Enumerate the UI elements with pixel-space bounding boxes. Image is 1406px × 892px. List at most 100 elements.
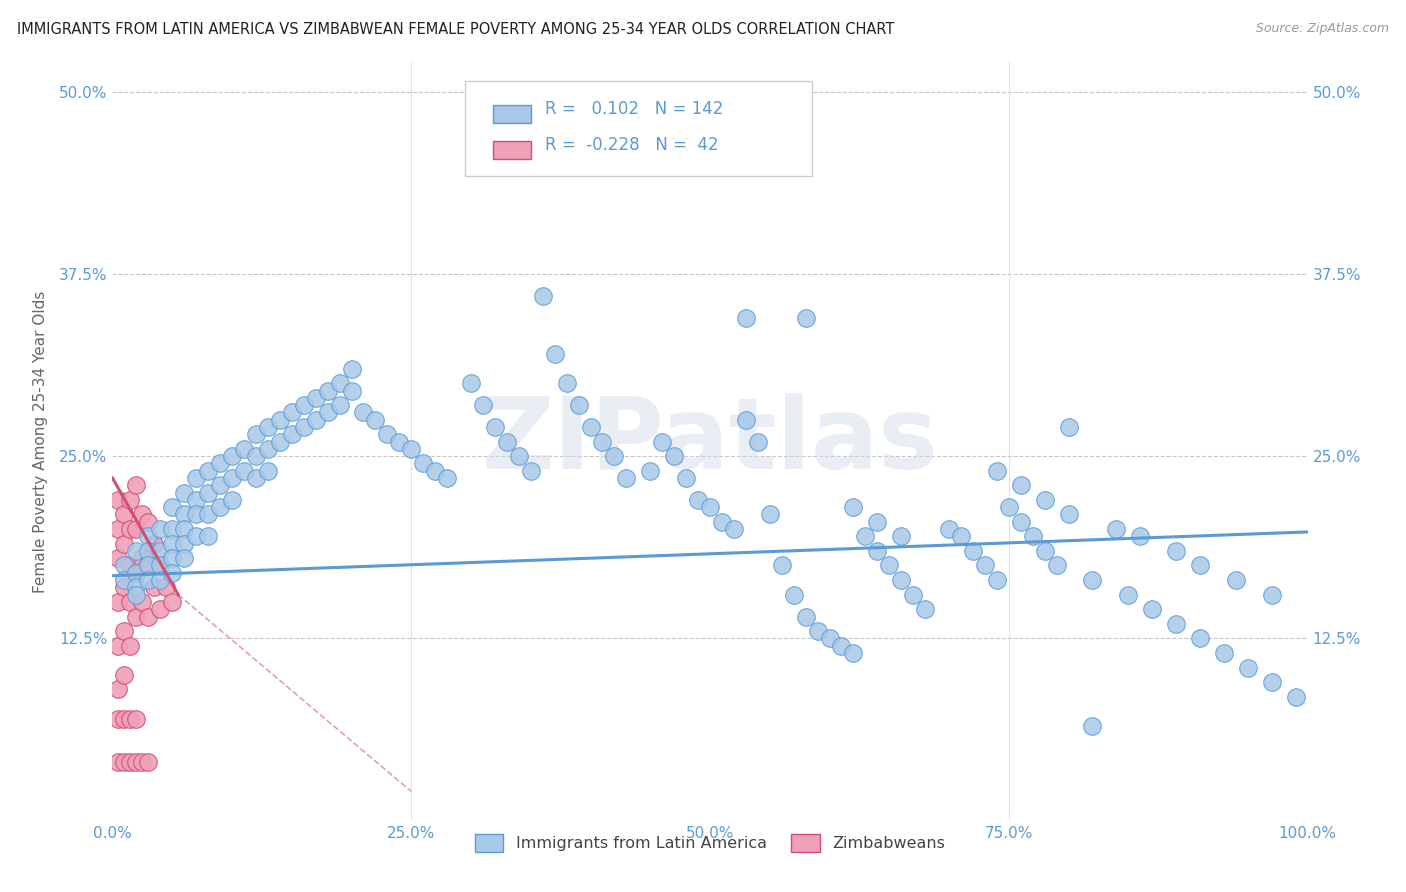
Point: [125, 522, 148, 536]
Point: [281, 427, 304, 442]
Point: [221, 492, 243, 507]
Point: [1105, 522, 1128, 536]
Point: [143, 536, 166, 550]
Point: [186, 492, 208, 507]
Point: [245, 471, 267, 485]
Point: [245, 427, 267, 442]
Point: [531, 289, 554, 303]
Point: [651, 434, 673, 449]
Point: [401, 442, 423, 456]
Point: [107, 682, 129, 697]
Point: [436, 471, 458, 485]
Point: [125, 609, 148, 624]
Point: [173, 536, 195, 550]
Point: [186, 508, 208, 522]
Point: [281, 405, 304, 419]
Point: [364, 412, 387, 426]
Point: [114, 624, 135, 639]
Point: [998, 500, 1021, 515]
Point: [1142, 602, 1164, 616]
FancyBboxPatch shape: [492, 141, 531, 159]
Point: [149, 544, 172, 558]
Legend: Immigrants from Latin America, Zimbabweans: Immigrants from Latin America, Zimbabwea…: [468, 828, 952, 858]
Point: [472, 398, 495, 412]
Point: [125, 566, 148, 580]
Point: [143, 580, 166, 594]
Point: [1010, 478, 1032, 492]
Point: [579, 420, 602, 434]
Point: [782, 588, 804, 602]
Point: [1189, 558, 1212, 573]
Point: [120, 712, 142, 726]
Point: [107, 595, 129, 609]
Point: [664, 449, 686, 463]
Point: [138, 529, 160, 543]
Point: [866, 515, 889, 529]
Point: [866, 544, 889, 558]
Point: [914, 602, 936, 616]
Point: [125, 478, 148, 492]
Point: [131, 595, 153, 609]
Point: [1129, 529, 1152, 543]
Point: [425, 464, 447, 478]
Point: [162, 536, 183, 550]
Point: [1033, 544, 1056, 558]
Point: [938, 522, 960, 536]
Point: [568, 398, 591, 412]
Point: [197, 529, 219, 543]
Point: [508, 449, 530, 463]
Point: [879, 558, 901, 573]
Point: [149, 602, 172, 616]
Point: [114, 712, 135, 726]
Point: [186, 529, 208, 543]
Point: [209, 478, 232, 492]
Point: [162, 551, 183, 566]
Point: [292, 398, 315, 412]
Point: [245, 449, 267, 463]
Point: [675, 471, 697, 485]
Point: [759, 508, 782, 522]
Point: [257, 464, 280, 478]
Point: [962, 544, 984, 558]
Point: [269, 434, 291, 449]
Point: [1081, 719, 1104, 733]
Point: [114, 536, 135, 550]
Point: [138, 558, 160, 573]
Point: [1225, 573, 1247, 587]
Point: [114, 668, 135, 682]
Point: [107, 639, 129, 653]
Text: R =   0.102   N = 142: R = 0.102 N = 142: [546, 101, 724, 119]
Point: [1033, 492, 1056, 507]
Point: [1118, 588, 1140, 602]
Point: [197, 508, 219, 522]
Point: [107, 492, 129, 507]
Point: [173, 522, 195, 536]
Point: [209, 457, 232, 471]
Y-axis label: Female Poverty Among 25-34 Year Olds: Female Poverty Among 25-34 Year Olds: [32, 291, 48, 592]
Point: [125, 544, 148, 558]
Point: [138, 558, 160, 573]
Point: [120, 558, 142, 573]
Text: ZIPatlas: ZIPatlas: [482, 393, 938, 490]
Point: [316, 405, 339, 419]
Point: [484, 420, 506, 434]
Point: [735, 412, 758, 426]
Point: [125, 712, 148, 726]
Point: [699, 500, 721, 515]
Point: [1261, 588, 1284, 602]
Point: [221, 471, 243, 485]
Point: [120, 639, 142, 653]
Point: [125, 756, 148, 770]
Point: [496, 434, 519, 449]
Point: [794, 310, 817, 325]
Point: [233, 464, 256, 478]
Point: [138, 609, 160, 624]
Point: [125, 588, 148, 602]
Point: [107, 522, 129, 536]
Text: IMMIGRANTS FROM LATIN AMERICA VS ZIMBABWEAN FEMALE POVERTY AMONG 25-34 YEAR OLDS: IMMIGRANTS FROM LATIN AMERICA VS ZIMBABW…: [17, 22, 894, 37]
Point: [257, 420, 280, 434]
Point: [114, 573, 135, 587]
Point: [855, 529, 877, 543]
Point: [107, 551, 129, 566]
Point: [818, 632, 841, 646]
